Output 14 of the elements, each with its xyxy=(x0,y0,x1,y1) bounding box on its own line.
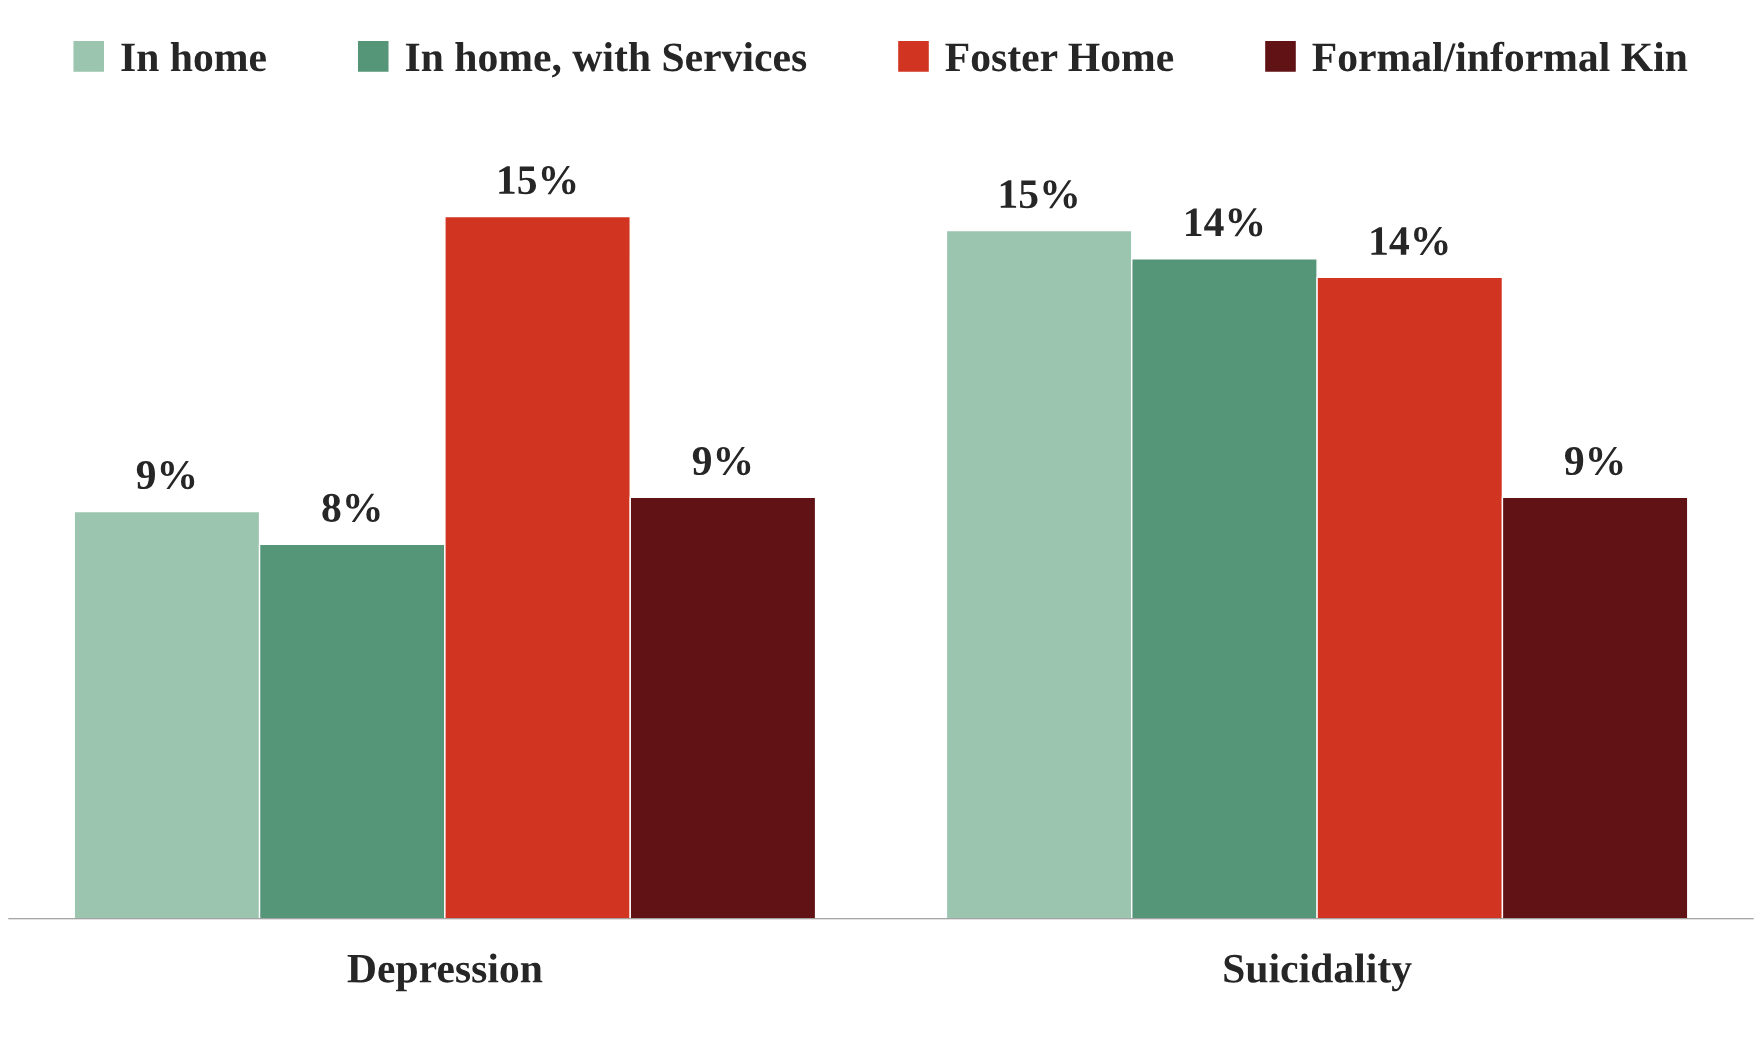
data-label: 15% xyxy=(499,166,576,195)
data-label: 9% xyxy=(136,461,195,490)
data-label: 8% xyxy=(322,493,380,523)
data-label: 9% xyxy=(1564,446,1623,476)
legend-label: In home xyxy=(121,42,266,72)
x-tick-label: Suicidality xyxy=(1224,953,1412,992)
data-label: 14% xyxy=(1371,226,1448,256)
data-label: 15% xyxy=(1000,180,1077,209)
data-label: 14% xyxy=(1186,208,1263,237)
legend-label: Formal/informal Kin xyxy=(1312,41,1688,72)
legend-label: Foster Home xyxy=(945,43,1174,72)
data-label: 9% xyxy=(692,446,751,476)
legend-label: In home, with Services xyxy=(405,42,807,78)
x-tick-label: Depression xyxy=(347,953,543,992)
